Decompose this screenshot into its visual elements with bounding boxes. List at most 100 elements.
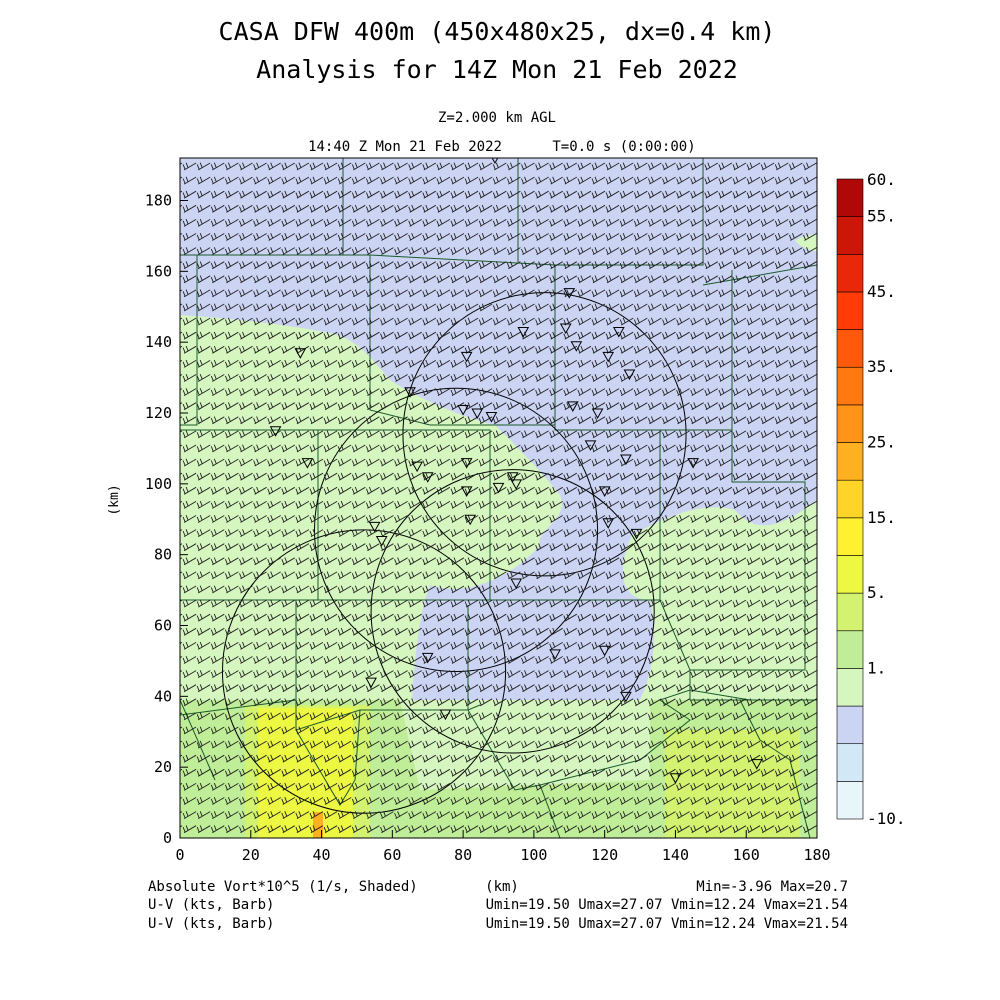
vort-region-green-east (623, 500, 817, 700)
station-marker (464, 514, 477, 526)
station-marker (471, 408, 484, 420)
station-marker (602, 351, 615, 363)
colorbar-bin (836, 366, 864, 406)
y-tick-label: 20 (154, 758, 172, 776)
colorbar-label: 45. (867, 282, 896, 301)
station-marker (365, 677, 377, 689)
station-marker (612, 327, 625, 338)
y-axis: 0 20 40 60 80 100 120 140 160 180 (145, 192, 188, 847)
station-marker (623, 369, 636, 381)
y-tick-label: 140 (145, 333, 172, 351)
y-tick-label: 60 (154, 617, 172, 635)
colorbar-bin (836, 216, 864, 255)
station-marker (294, 348, 307, 359)
station-marker (460, 486, 473, 497)
station-marker (421, 472, 434, 483)
x-tick-label: 180 (803, 846, 830, 864)
station-marker (404, 387, 416, 398)
colorbar-label: -10. (867, 809, 906, 828)
x-tick-label: 40 (313, 846, 331, 864)
station-marker (598, 645, 611, 657)
station-marker (584, 440, 597, 451)
colorbar-label: 55. (867, 207, 896, 226)
y-tick-label: 160 (145, 262, 172, 280)
vort-region-green-west (180, 315, 562, 700)
colorbar-bin (836, 291, 864, 330)
x-axis: 0 20 40 60 80 100 120 140 160 180 (175, 830, 831, 864)
station-marker (687, 458, 699, 469)
radar-ring (313, 387, 599, 673)
colorbar-bin (836, 592, 864, 632)
station-marker (620, 454, 632, 466)
vector2-label: U-V (kts, Barb) (148, 916, 274, 932)
station-marker (598, 486, 611, 497)
vorticity-shading (180, 234, 817, 838)
colorbar-label: 25. (867, 433, 896, 452)
colorbar-bin (836, 668, 864, 707)
station-marker (460, 458, 473, 469)
station-marker (439, 709, 452, 721)
colorbar-bin (836, 630, 864, 669)
chart-subtitle: Analysis for 14Z Mon 21 Feb 2022 (256, 55, 738, 84)
x-axis-label: (km) (485, 879, 519, 895)
station-marker (566, 401, 579, 412)
station-marker (602, 518, 615, 529)
x-tick-label: 0 (175, 846, 184, 864)
station-marker (269, 426, 282, 437)
valid-time-label: 14:40 Z Mon 21 Feb 2022 (308, 139, 502, 155)
x-tick-label: 20 (242, 846, 260, 864)
plot-area (180, 158, 817, 838)
station-marker (750, 759, 763, 770)
chart-title: CASA DFW 400m (450x480x25, dx=0.4 km) (219, 17, 776, 46)
y-tick-label: 40 (154, 687, 172, 705)
colorbar-label: 35. (867, 357, 896, 376)
field-label: Absolute Vort*10^5 (1/s, Shaded) (148, 879, 418, 895)
x-tick-label: 60 (383, 846, 401, 864)
colorbar-bin (836, 517, 864, 556)
vector1-label: U-V (kts, Barb) (148, 897, 274, 913)
x-tick-label: 160 (733, 846, 760, 864)
vort-region-green-ne (795, 234, 817, 252)
station-marker (630, 528, 643, 540)
y-tick-label: 80 (154, 546, 172, 564)
wind-barbs (180, 162, 817, 834)
colorbar-label: 1. (867, 658, 886, 677)
x-tick-label: 120 (591, 846, 618, 864)
vort-region-orange (313, 812, 323, 838)
station-marker (368, 521, 381, 533)
station-marker (559, 323, 572, 335)
colorbar-bin (836, 705, 864, 745)
station-marker (375, 536, 388, 547)
colorbar: 60. 55. 45. 35. 25. 15. 5. 1. -10. (836, 170, 906, 828)
station-marker (411, 461, 423, 473)
station-marker (460, 351, 473, 363)
station-marker (620, 691, 632, 703)
colorbar-bin (836, 442, 864, 481)
station-marker (457, 404, 469, 416)
station-marker (301, 458, 314, 469)
radar-ring (370, 469, 655, 754)
station-marker (510, 578, 523, 590)
station-marker (669, 773, 682, 784)
colorbar-bin (836, 479, 864, 519)
colorbar-bin (836, 178, 864, 217)
wind-barb-field (180, 162, 817, 834)
y-tick-label: 180 (145, 192, 172, 210)
station-marker (485, 412, 498, 423)
y-tick-label: 0 (163, 829, 172, 847)
plot-frame (179, 157, 818, 839)
vector1-stats: Umin=19.50 Umax=27.07 Vmin=12.24 Vmax=21… (486, 897, 848, 913)
radar-stations (269, 158, 763, 784)
colorbar-bin (836, 404, 864, 443)
station-marker (549, 649, 561, 660)
colorbar-label: 5. (867, 583, 886, 602)
colorbar-bin (836, 555, 864, 594)
colorbar-label: 15. (867, 508, 896, 527)
station-marker (492, 482, 505, 494)
colorbar-label: 60. (867, 170, 896, 189)
colorbar-bin (836, 743, 864, 782)
vort-region-green-southmid (400, 700, 650, 790)
vector2-stats: Umin=19.50 Umax=27.07 Vmin=12.24 Vmax=21… (486, 916, 848, 932)
colorbar-bin (836, 329, 864, 368)
